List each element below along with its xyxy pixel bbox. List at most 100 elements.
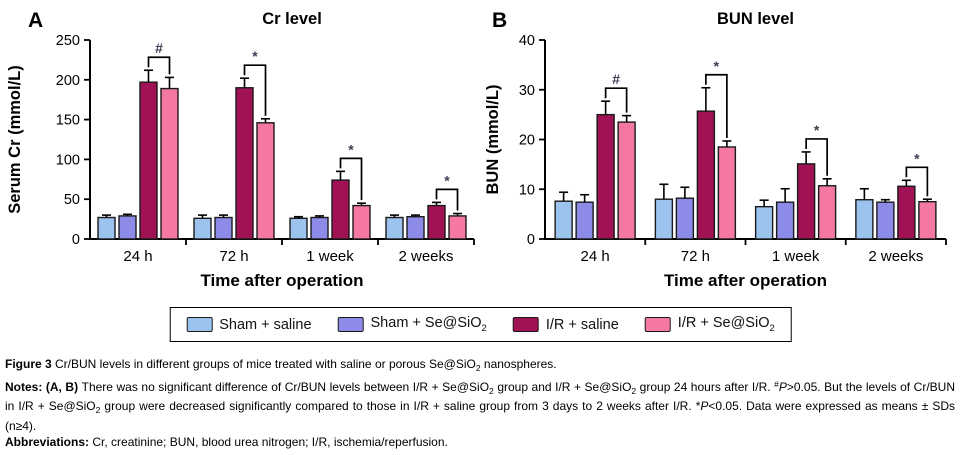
bar-A-s2-g1 <box>235 87 254 240</box>
significance-bracket <box>905 166 929 197</box>
significance-bracket <box>604 87 628 113</box>
caption-segment: P <box>778 380 787 395</box>
significance-symbol: * <box>914 150 920 166</box>
legend-label: Sham + Se@SiO2 <box>370 315 487 334</box>
caption-segment: >0.05. But the levels of Cr/BUN in I/R +… <box>5 380 955 414</box>
bar-B-s0-g0 <box>554 200 573 240</box>
bar-B-s0-g1 <box>654 198 674 240</box>
caption-segment: group were decreased significantly compa… <box>100 399 701 414</box>
bar-B-s3-g0 <box>617 121 636 240</box>
y-tick-label: 10 <box>519 182 535 198</box>
significance-bracket <box>243 64 267 116</box>
bar-A-s0-g2 <box>289 217 308 240</box>
bar-A-s2-g0 <box>139 81 158 240</box>
caption-segment: # <box>774 379 779 390</box>
bar-A-s1-g1 <box>214 216 233 240</box>
y-tick-label: 40 <box>519 33 535 49</box>
bar-A-s3-g3 <box>448 215 467 240</box>
bar-A-s3-g0 <box>160 87 179 240</box>
caption-segment: P <box>700 399 709 414</box>
bar-A-s1-g2 <box>310 216 329 240</box>
caption-segment: Notes: (A, B) <box>5 380 82 395</box>
legend-label: I/R + saline <box>545 316 619 333</box>
legend-label-subscript: 2 <box>481 323 487 334</box>
bar-B-s2-g1 <box>696 110 716 240</box>
bar-B-s2-g2 <box>796 163 816 240</box>
y-tick-label: 50 <box>64 192 80 208</box>
chart-panel-b: 0 10 20 30 40 24 h 72 h 1 week 2 weeks # * * * BUN le… <box>484 9 947 290</box>
caption-segment: 2 <box>475 363 481 373</box>
significance-symbol: * <box>714 58 720 74</box>
y-axis-label: BUN (mmol/L) <box>484 85 502 195</box>
caption-segment: Cr, creatinine; BUN, blood urea nitrogen… <box>92 434 448 449</box>
significance-symbol: # <box>612 71 620 87</box>
panel-letter: B <box>492 9 507 32</box>
significance-symbol: * <box>444 172 450 188</box>
bar-A-s0-g3 <box>385 216 404 240</box>
caption-segment: nanospheres. <box>480 357 557 371</box>
chart-title: Cr level <box>262 10 322 28</box>
significance-bracket <box>805 138 828 176</box>
legend-item-i-r-se-sio2: I/R + Se@SiO2 <box>644 315 775 334</box>
caption-segment: Abbreviations: <box>5 434 93 449</box>
y-tick-label: 0 <box>527 232 535 248</box>
chart-title: BUN level <box>717 10 794 28</box>
x-category-label: 72 h <box>681 248 710 265</box>
legend-item-sham-se-sio2: Sham + Se@SiO2 <box>337 315 487 334</box>
caption-segment: group 24 hours after I/R. <box>636 380 775 395</box>
bar-A-s3-g2 <box>352 204 371 240</box>
x-category-label: 2 weeks <box>398 248 453 265</box>
significance-symbol: * <box>814 122 820 138</box>
x-category-label: 1 week <box>772 248 820 265</box>
significance-bracket <box>435 188 459 211</box>
bar-A-s1-g0 <box>118 215 137 240</box>
bar-B-s3-g3 <box>918 200 937 240</box>
chart-legend: Sham + saline Sham + Se@SiO2 I/R + saline I… <box>169 307 792 342</box>
legend-swatch <box>512 317 539 332</box>
caption-segment: <0.05. Data were expressed as means ± SD… <box>5 399 955 433</box>
figure-caption-notes: Notes: (A, B) There was no significant d… <box>5 377 955 434</box>
x-category-label: 1 week <box>306 248 354 265</box>
bar-A-s2-g2 <box>331 179 350 240</box>
bar-A-s2-g3 <box>427 204 446 240</box>
caption-segment: Figure 3 <box>5 357 56 371</box>
bar-B-s3-g2 <box>817 185 837 240</box>
chart-panel-a: 0 50 100 150 200 250 24 h 72 h 1 week 2 weeks # * * *… <box>6 9 475 290</box>
caption-segment: 2 <box>489 386 494 397</box>
x-category-label: 2 weeks <box>868 248 923 265</box>
legend-label: I/R + Se@SiO2 <box>677 315 775 334</box>
significance-bracket <box>705 73 728 138</box>
legend-label-subscript: 2 <box>769 323 775 334</box>
bar-B-s1-g1 <box>675 197 695 240</box>
x-axis-label: Time after operation <box>664 271 827 290</box>
legend-swatch <box>186 317 213 332</box>
bar-B-s1-g0 <box>575 201 594 240</box>
bar-B-s0-g3 <box>855 198 874 240</box>
caption-segment: Cr/BUN levels in different groups of mic… <box>55 357 476 371</box>
caption-segment: 2 <box>631 386 637 397</box>
caption-segment: There was no significant difference of C… <box>81 380 490 395</box>
y-tick-label: 150 <box>56 113 80 129</box>
legend-item-i-r-saline: I/R + saline <box>512 316 619 333</box>
significance-symbol: # <box>155 40 163 56</box>
y-axis-label: Serum Cr (mmol/L) <box>6 65 24 214</box>
y-tick-label: 200 <box>56 73 80 89</box>
bar-A-s1-g3 <box>406 216 425 240</box>
x-category-label: 72 h <box>219 248 248 265</box>
bar-B-s3-g1 <box>717 146 737 240</box>
bar-A-s3-g1 <box>256 122 275 240</box>
significance-bracket <box>339 157 363 201</box>
bar-A-s0-g0 <box>97 216 116 240</box>
bar-B-s0-g2 <box>754 205 774 240</box>
bar-B-s2-g3 <box>897 185 916 240</box>
figure-caption-title: Figure 3 Cr/BUN levels in different grou… <box>5 357 955 376</box>
x-axis-label: Time after operation <box>200 271 363 290</box>
y-tick-label: 250 <box>56 33 80 49</box>
y-tick-label: 20 <box>519 133 535 149</box>
legend-swatch <box>644 317 671 332</box>
legend-label: Sham + saline <box>219 316 312 333</box>
significance-symbol: * <box>348 141 354 157</box>
panel-letter: A <box>28 9 43 32</box>
bar-B-s1-g3 <box>876 201 895 240</box>
